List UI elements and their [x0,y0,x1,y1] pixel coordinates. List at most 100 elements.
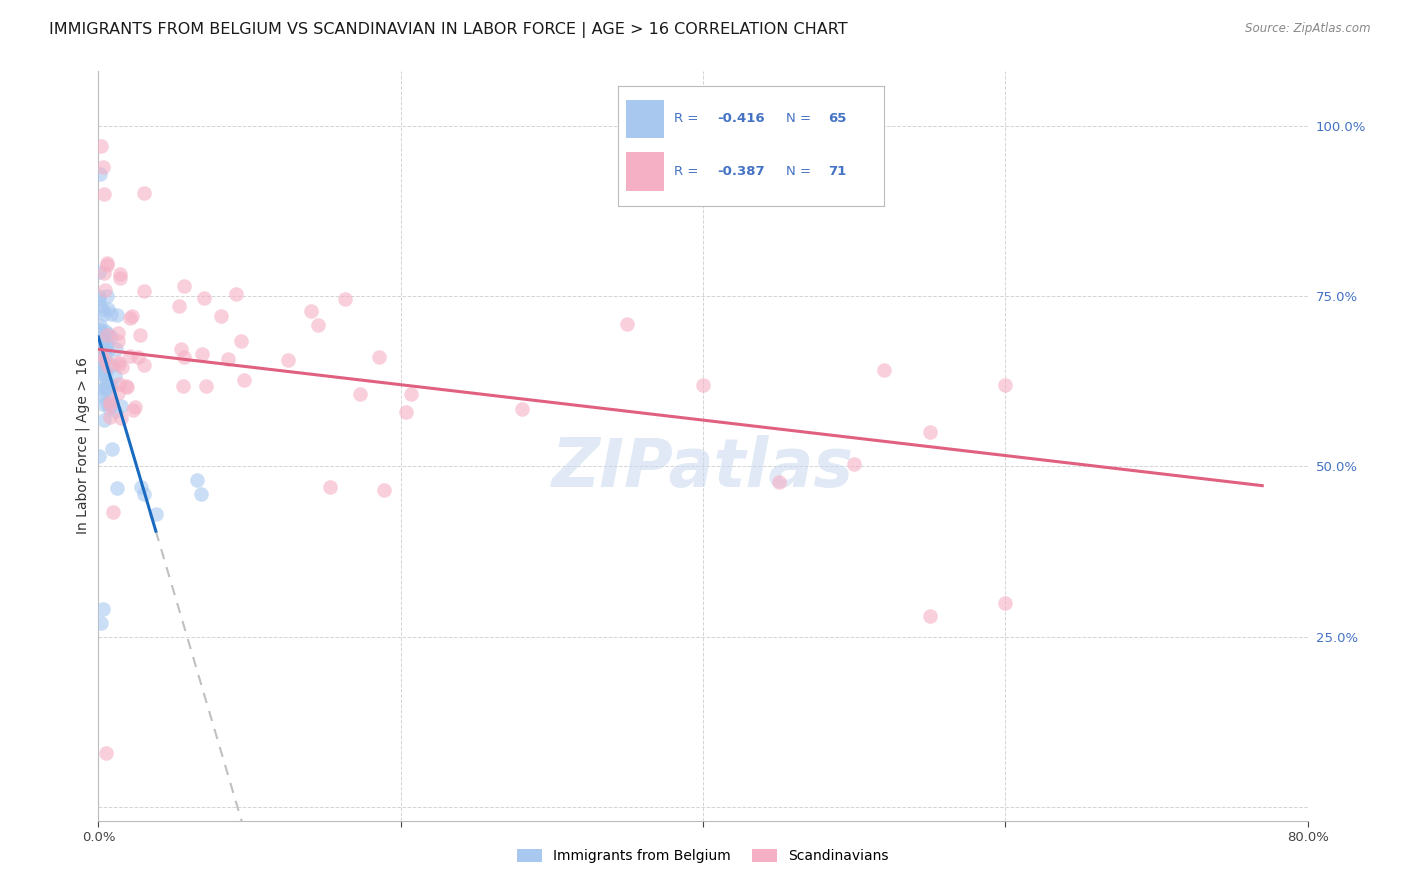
Point [91,160,114,174]
Point [399,387,422,401]
Point [107,385,129,400]
Point [510,402,533,417]
Point [97,359,120,374]
Point [91,383,114,397]
Point [93,413,115,427]
Point [89,318,111,332]
Point [110,359,132,374]
Point [94,746,117,760]
Point [190,486,212,500]
Point [367,350,389,364]
Point [873,363,896,377]
Point [118,349,141,363]
Point [100,378,122,392]
Point [89,324,111,338]
Point [108,267,131,281]
Point [96,288,118,302]
Point [121,402,143,417]
Point [93,379,115,393]
Point [195,378,218,392]
Point [91,339,114,353]
Point [89,355,111,369]
Point [90,616,112,631]
Legend: Immigrants from Belgium, Scandinavians: Immigrants from Belgium, Scandinavians [510,842,896,870]
Point [107,326,129,340]
Point [94,374,117,388]
Point [93,324,115,338]
Point [110,411,132,425]
Point [100,394,122,409]
Point [132,358,155,372]
Point [132,486,155,500]
Point [91,346,114,360]
Point [89,340,111,354]
Point [96,345,118,359]
Point [373,483,395,498]
Point [89,292,111,306]
Point [90,340,112,354]
Point [918,609,941,624]
Point [105,482,128,496]
Point [128,328,150,343]
Point [89,322,111,336]
Point [121,310,143,324]
Point [209,309,232,323]
Point [145,507,167,521]
Point [98,410,121,425]
Point [335,293,357,307]
Point [101,358,124,372]
Point [103,505,125,519]
Point [98,380,121,394]
Text: IMMIGRANTS FROM BELGIUM VS SCANDINAVIAN IN LABOR FORCE | AGE > 16 CORRELATION CH: IMMIGRANTS FROM BELGIUM VS SCANDINAVIAN … [49,22,848,38]
Point [395,405,418,419]
Point [170,342,193,356]
Point [186,473,208,487]
Point [132,284,155,298]
Point [110,399,132,413]
Point [90,355,112,369]
Text: Source: ZipAtlas.com: Source: ZipAtlas.com [1246,22,1371,36]
Point [318,480,340,494]
Point [108,357,131,371]
Point [97,326,120,341]
Point [96,336,118,351]
Point [100,394,122,409]
Point [124,401,146,415]
Point [107,376,129,391]
Point [107,354,129,368]
Point [96,376,118,390]
Point [105,308,128,322]
Point [90,389,112,403]
Point [89,265,111,279]
Point [96,327,118,342]
Point [98,401,121,416]
Point [93,381,115,395]
Point [91,363,114,377]
Point [98,398,121,412]
Point [225,287,247,301]
Point [118,310,141,325]
Point [692,378,714,392]
Point [233,373,256,387]
Y-axis label: In Labor Force | Age > 16: In Labor Force | Age > 16 [76,358,90,534]
Point [94,349,117,363]
Point [100,330,122,344]
Point [129,480,152,494]
Point [107,334,129,348]
Point [994,596,1017,610]
Point [217,352,239,367]
Point [89,167,111,181]
Point [91,356,114,370]
Point [104,403,127,417]
Point [90,347,112,361]
Point [90,139,112,153]
Point [101,442,124,456]
Point [89,289,111,303]
Point [349,387,371,401]
Point [91,339,114,353]
Point [91,367,114,381]
Point [994,377,1017,392]
Point [91,351,114,366]
Point [918,425,941,439]
Point [96,382,118,396]
